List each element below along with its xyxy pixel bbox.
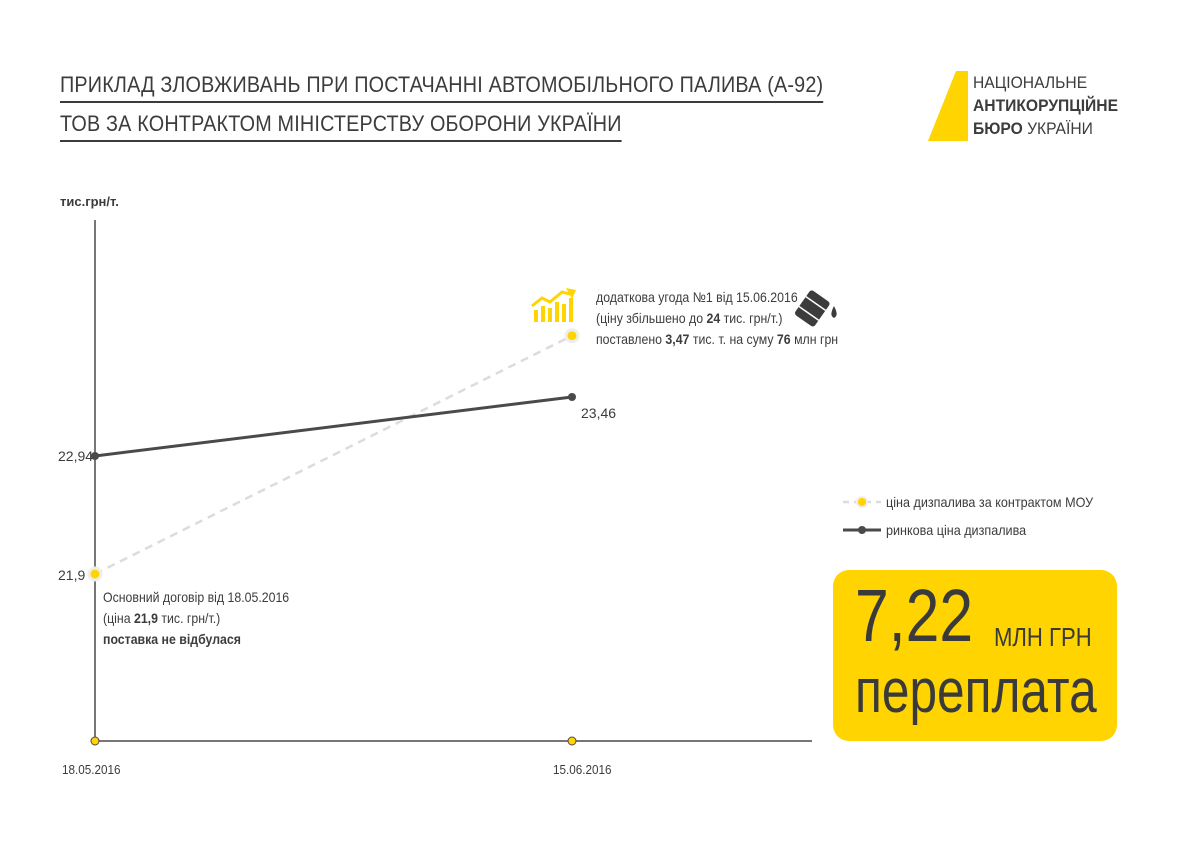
contract-point-start: [87, 566, 103, 582]
logo-line-1: НАЦІОНАЛЬНЕ: [973, 73, 1088, 92]
overpayment-callout: 7,22 МЛН ГРН переплата: [833, 570, 1117, 741]
overpayment-unit: МЛН ГРН: [994, 622, 1092, 652]
market-point-start: [91, 452, 99, 460]
annotation-end-line-1: додаткова угода №1 від 15.06.2016: [596, 289, 798, 305]
data-label-market-start: 22,94: [58, 448, 93, 464]
x-tick-marker-2: [567, 736, 577, 746]
overpayment-amount: 7,22: [855, 574, 974, 657]
logo-mark-icon: [928, 71, 968, 141]
logo-line-3-bold: БЮРО: [973, 119, 1023, 138]
x-tick-label-1: 18.05.2016: [62, 762, 121, 777]
title-line-2: ТОВ ЗА КОНТРАКТОМ МІНІСТЕРСТВУ ОБОРОНИ У…: [60, 107, 622, 142]
annotation-start-line-2: (ціна 21,9 тис. грн/т.): [103, 610, 221, 626]
growth-chart-icon: [531, 288, 576, 322]
market-point-end: [568, 393, 576, 401]
annotation-start-line-3: поставка не відбулася: [103, 631, 241, 647]
legend-label-contract: ціна дизпалива за контрактом МОУ: [886, 494, 1094, 510]
logo-text: НАЦІОНАЛЬНЕ АНТИКОРУПЦІЙНЕ БЮРО УКРАЇНИ: [973, 71, 1118, 140]
oil-barrel-icon: [795, 290, 837, 327]
legend-solid-marker-icon: [843, 526, 881, 534]
logo-line-3: БЮРО УКРАЇНИ: [973, 117, 1118, 140]
legend-label-market: ринкова ціна дизпалива: [886, 522, 1027, 538]
logo-line-2: АНТИКОРУПЦІЙНЕ: [973, 96, 1119, 115]
contract-point-end: [564, 328, 580, 344]
x-tick-marker-1: [90, 736, 100, 746]
nabu-logo: НАЦІОНАЛЬНЕ АНТИКОРУПЦІЙНЕ БЮРО УКРАЇНИ: [928, 71, 1158, 141]
data-label-contract-start: 21,9: [58, 567, 85, 583]
data-label-market-end: 23,46: [581, 405, 616, 421]
annotation-start-line-1: Основний договір від 18.05.2016: [103, 589, 290, 605]
logo-line-3-rest: УКРАЇНИ: [1022, 119, 1093, 138]
page-title: ПРИКЛАД ЗЛОВЖИВАНЬ ПРИ ПОСТАЧАННІ АВТОМО…: [60, 68, 908, 142]
series-contract-line: [94, 334, 573, 576]
y-axis-unit-label: тис.грн/т.: [60, 194, 119, 209]
annotation-end-line-3: поставлено 3,47 тис. т. на суму 76 млн г…: [596, 331, 839, 347]
annotation-end-line-2: (ціну збільшено до 24 тис. грн/т.): [596, 310, 783, 326]
annotation-end: додаткова угода №1 від 15.06.2016 (ціну …: [596, 287, 838, 350]
series-market-line: [94, 395, 573, 458]
x-tick-label-2: 15.06.2016: [553, 762, 612, 777]
title-line-1: ПРИКЛАД ЗЛОВЖИВАНЬ ПРИ ПОСТАЧАННІ АВТОМО…: [60, 68, 824, 103]
annotation-start: Основний договір від 18.05.2016 (ціна 21…: [103, 587, 289, 650]
overpayment-label: переплата: [855, 657, 1097, 726]
legend-dashed-marker-icon: [843, 496, 881, 508]
